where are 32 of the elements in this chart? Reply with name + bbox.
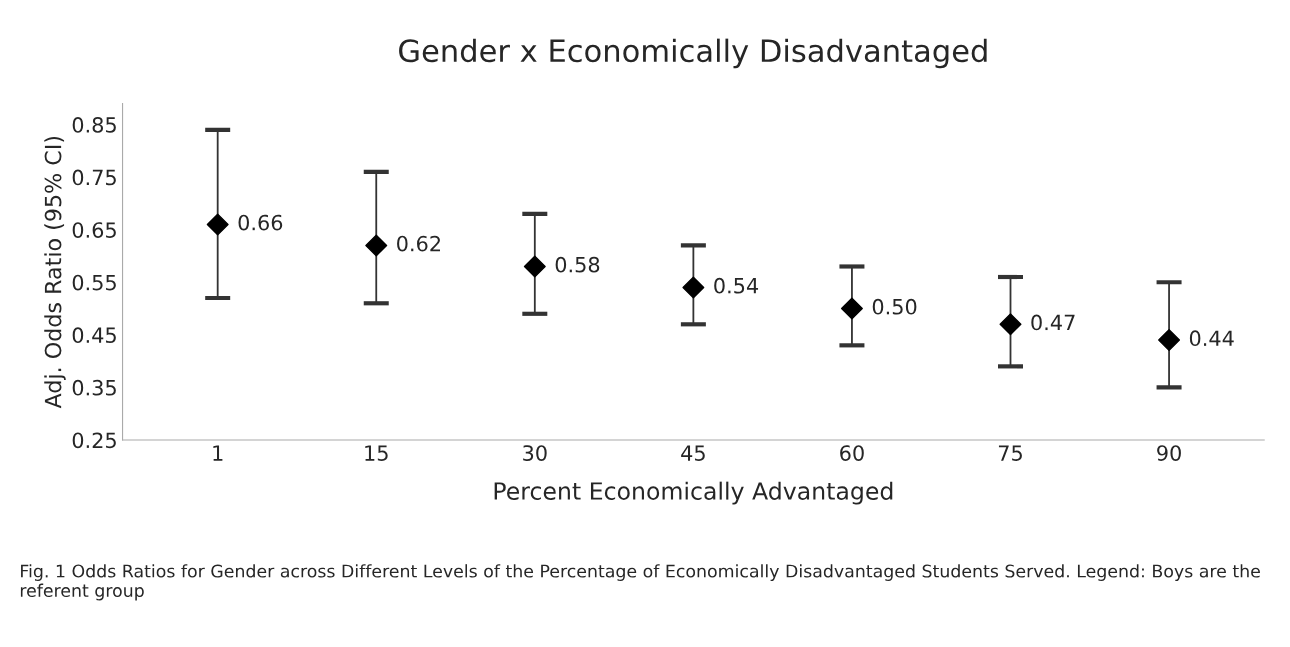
- x-tick-label: 1: [213, 445, 223, 461]
- caption: Fig. 1 Odds Ratios for Gender across Different Levels of the Percentage of Economically Disadvantaged Students Served. Legend: Boys are the referent group: [20, 564, 1260, 601]
- point: [840, 297, 863, 320]
- data-label: 0.66: [238, 214, 283, 231]
- y-tick-label: 0.65: [72, 222, 116, 238]
- x-tick-label: 15: [365, 445, 388, 461]
- point: [1158, 329, 1181, 352]
- x-tick-label: 75: [998, 445, 1022, 461]
- y-tick-label: 0.45: [72, 327, 116, 344]
- point: [523, 255, 546, 278]
- x-tick-label: 45: [681, 445, 705, 461]
- data-label: 0.62: [397, 235, 440, 252]
- y-tick-label: 0.25: [72, 432, 116, 449]
- data-label: 0.50: [872, 298, 917, 315]
- point: [999, 313, 1022, 336]
- point: [365, 234, 388, 257]
- x-tick-label: 90: [1157, 445, 1181, 461]
- x-tick-label: 60: [840, 445, 864, 461]
- y-axis-title: Adj. Odds Ratio (95% CI): [44, 136, 66, 409]
- y-tick-label: 0.55: [72, 274, 116, 291]
- data-label: 0.44: [1189, 330, 1234, 347]
- data-label: 0.54: [714, 277, 759, 294]
- point: [206, 213, 229, 236]
- y-tick-label: 0.75: [72, 169, 116, 186]
- x-tick-label: 30: [523, 445, 547, 461]
- chart-title: Gender x Economically Disadvantaged: [399, 38, 987, 69]
- y-tick-label: 0.85: [72, 117, 116, 133]
- y-tick-label: 0.35: [72, 379, 116, 396]
- x-axis-title: Percent Economically Advantaged: [494, 481, 893, 505]
- data-label: 0.58: [555, 256, 600, 273]
- point: [682, 276, 705, 299]
- data-label: 0.47: [1031, 314, 1075, 331]
